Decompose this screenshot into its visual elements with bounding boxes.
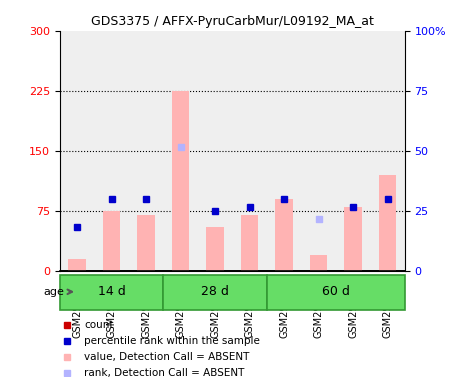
Bar	[163, 31, 197, 271]
Bar	[241, 215, 257, 271]
Text: rank, Detection Call = ABSENT: rank, Detection Call = ABSENT	[84, 368, 244, 378]
Bar	[232, 31, 266, 271]
Bar	[335, 31, 369, 271]
Bar	[378, 175, 395, 271]
Bar	[369, 31, 404, 271]
Text: 60 d: 60 d	[321, 285, 349, 298]
Title: GDS3375 / AFFX-PyruCarbMur/L09192_MA_at: GDS3375 / AFFX-PyruCarbMur/L09192_MA_at	[91, 15, 373, 28]
Text: value, Detection Call = ABSENT: value, Detection Call = ABSENT	[84, 352, 249, 362]
Bar	[344, 207, 361, 271]
Bar	[309, 255, 326, 271]
Bar	[137, 215, 154, 271]
Bar	[197, 31, 232, 271]
Bar	[129, 31, 163, 271]
Bar	[68, 259, 85, 271]
FancyBboxPatch shape	[60, 275, 163, 310]
Bar	[206, 227, 223, 271]
Bar	[172, 91, 189, 271]
Text: percentile rank within the sample: percentile rank within the sample	[84, 336, 259, 346]
Bar	[103, 211, 120, 271]
Text: count: count	[84, 320, 113, 330]
Bar	[94, 31, 129, 271]
Text: 28 d: 28 d	[201, 285, 229, 298]
Text: 14 d: 14 d	[97, 285, 125, 298]
Text: age: age	[43, 287, 72, 297]
FancyBboxPatch shape	[163, 275, 266, 310]
Bar	[275, 199, 292, 271]
Bar	[301, 31, 335, 271]
Bar	[60, 31, 94, 271]
FancyBboxPatch shape	[266, 275, 404, 310]
Bar	[266, 31, 301, 271]
